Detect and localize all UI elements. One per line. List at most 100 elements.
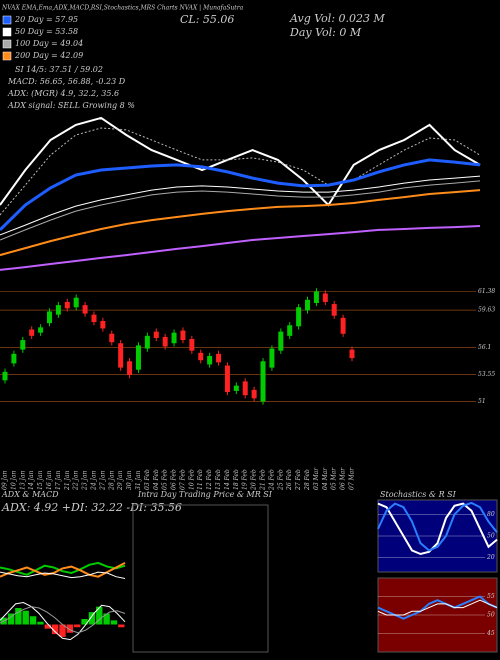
x-tick-label: 13 Feb	[215, 469, 222, 490]
candle-body	[2, 371, 8, 381]
x-tick-label: 19 Feb	[242, 469, 249, 490]
candle-body	[29, 329, 35, 336]
x-tick-label: 28 Jan	[108, 470, 115, 491]
candle-body	[127, 361, 133, 376]
series-line	[0, 189, 481, 257]
series-line	[0, 561, 126, 576]
candle-body	[278, 331, 284, 351]
legend-swatch	[2, 39, 12, 49]
candle-body	[109, 333, 115, 343]
info-line: ADX: (MGR) 4.9, 32.2, 35.6	[7, 89, 119, 98]
y-tick-label: 59.63	[478, 307, 495, 314]
candle-body	[135, 345, 141, 370]
x-tick-label: 16 Jan	[46, 470, 53, 490]
candle-body	[153, 331, 159, 338]
panel-frame	[377, 499, 498, 573]
macd-bar	[110, 620, 118, 625]
x-tick-label: 07 Mar	[349, 467, 356, 490]
candle-body	[269, 348, 275, 368]
x-tick-label: 21 Jan	[64, 470, 71, 491]
macd-bar	[37, 621, 44, 625]
x-tick-label: 22 Jan	[73, 470, 80, 491]
series-line	[0, 225, 481, 271]
x-tick-label: 30 Jan	[126, 470, 133, 490]
series-line	[0, 175, 481, 236]
candle-body	[38, 327, 44, 333]
macd-bar	[29, 616, 37, 625]
candle-body	[233, 385, 239, 391]
panel-title: Intra Day Trading Price & MR SI	[137, 490, 273, 499]
candle-body	[100, 321, 106, 329]
x-tick-label: 20 Feb	[251, 469, 258, 491]
candle-body	[144, 335, 150, 349]
x-tick-label: 24 Feb	[268, 469, 275, 491]
series-line	[377, 501, 498, 552]
x-tick-label: 25 Feb	[277, 469, 284, 491]
candle-body	[331, 304, 337, 316]
x-tick-label: 07 Feb	[179, 469, 186, 490]
candle-body	[313, 291, 319, 304]
x-tick-label: 03 Feb	[144, 469, 151, 490]
candle-body	[46, 311, 52, 324]
x-tick-label: 27 Jan	[99, 470, 106, 491]
macd-bar	[59, 624, 66, 637]
series-line	[0, 601, 126, 641]
y-tick-label: 20	[486, 554, 495, 561]
y-tick-label: 51	[478, 398, 486, 405]
x-tick-label: 04 Mar	[322, 467, 329, 490]
x-tick-label: 26 Feb	[286, 469, 293, 491]
y-tick-label: 53.55	[478, 371, 495, 378]
candle-body	[20, 340, 26, 350]
x-tick-label: 12 Feb	[206, 469, 213, 490]
series-line	[377, 599, 498, 616]
series-line	[0, 158, 481, 231]
candle-body	[287, 325, 293, 336]
y-tick-label: 50	[487, 533, 495, 540]
x-tick-label: 10 Feb	[188, 469, 195, 490]
candle-body	[207, 355, 213, 365]
series-line	[377, 502, 498, 556]
y-tick-label: 55	[487, 593, 495, 600]
legend-label: 200 Day = 42.09	[14, 51, 83, 60]
x-tick-label: 09 Jan	[2, 470, 9, 490]
x-tick-label: 11 Feb	[197, 469, 204, 490]
candle-body	[82, 305, 88, 314]
x-tick-label: 14 Feb	[224, 469, 231, 490]
macd-bar	[88, 612, 96, 625]
legend-swatch	[2, 27, 12, 37]
panel-subtitle: ADX: 4.92 +DI: 32.22 -DI: 35.56	[1, 501, 182, 514]
candle-body	[189, 339, 195, 351]
candle-body	[118, 343, 124, 368]
panel-title: ADX & MACD	[1, 490, 59, 499]
macd-bar	[103, 613, 110, 625]
y-tick-label: 45	[486, 630, 495, 637]
page-title: NVAX EMA,Ema,ADX,MACD,RSI,Stochastics,MR…	[1, 5, 244, 12]
x-tick-label: 05 Mar	[331, 467, 338, 490]
candle-body	[349, 349, 355, 359]
series-line	[377, 595, 498, 620]
x-tick-label: 28 Feb	[304, 469, 311, 491]
candle-body	[73, 297, 79, 308]
candle-body	[305, 299, 311, 311]
y-tick-label: 50	[487, 612, 495, 619]
x-tick-label: 24 Jan	[90, 470, 97, 491]
x-tick-label: 06 Mar	[340, 467, 347, 490]
day-volume: Day Vol: 0 M	[289, 26, 362, 39]
series-line	[0, 116, 481, 207]
panel-frame	[132, 504, 269, 653]
avg-volume: Avg Vol: 0.023 M	[289, 12, 386, 25]
candle-body	[162, 336, 168, 347]
legend-label: 100 Day = 49.04	[15, 39, 83, 48]
panel-title: Stochastics & R SI	[380, 490, 457, 499]
candle-body	[296, 307, 302, 327]
series-line	[0, 127, 481, 216]
macd-bar	[44, 624, 51, 629]
x-tick-label: 31 Jan	[135, 470, 142, 490]
candle-body	[198, 352, 204, 361]
x-tick-label: 21 Feb	[260, 469, 267, 491]
panel-background	[378, 500, 497, 572]
candle-body	[242, 381, 248, 396]
x-tick-label: 06 Feb	[171, 469, 178, 490]
